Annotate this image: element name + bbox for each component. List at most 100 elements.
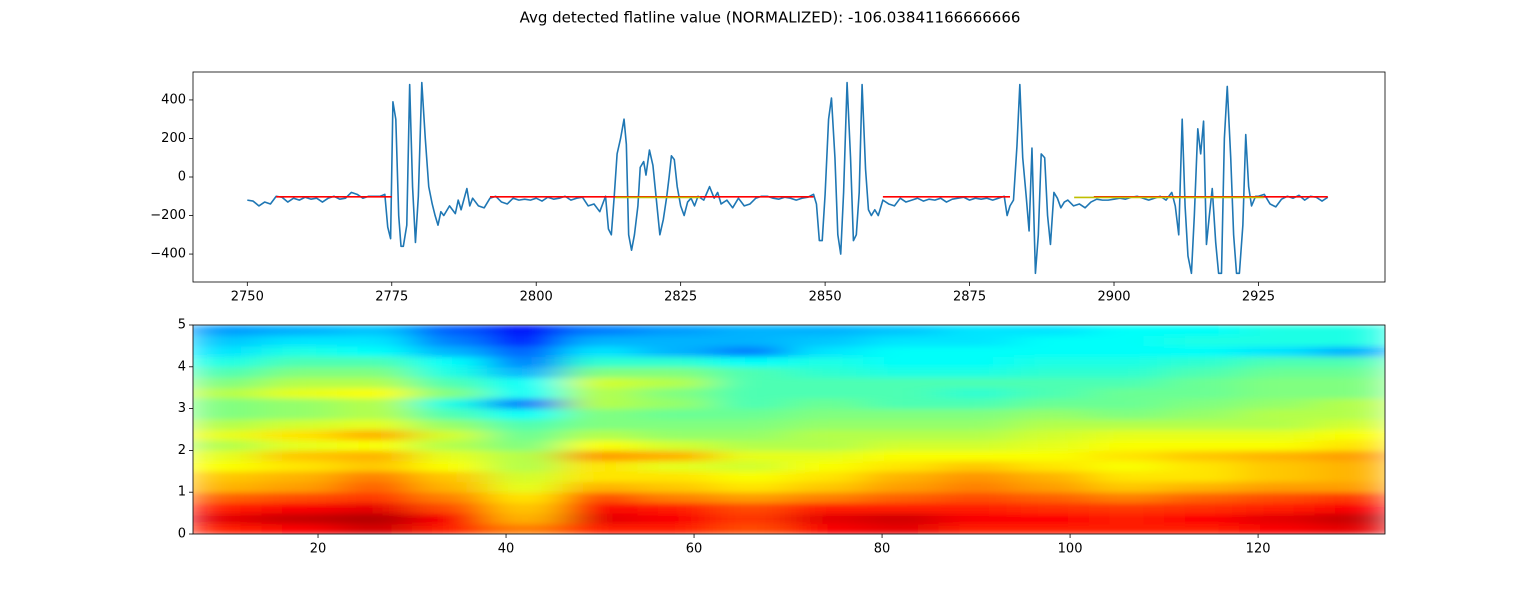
heat-cell <box>1164 325 1240 336</box>
heat-cell <box>487 523 563 534</box>
heat-cell <box>1164 345 1240 357</box>
heat-cell <box>712 513 789 525</box>
heat-cell <box>1239 377 1315 389</box>
heat-cell <box>712 502 789 514</box>
heat-cell <box>261 356 338 368</box>
heat-cell <box>712 460 789 472</box>
heat-cell <box>412 356 488 368</box>
heat-cell <box>1088 387 1165 399</box>
heat-cell <box>193 492 263 504</box>
heat-cell <box>863 335 939 347</box>
heat-cell <box>487 502 563 514</box>
heat-cell <box>712 335 789 347</box>
heat-cell <box>938 471 1015 483</box>
heat-cell <box>487 366 563 378</box>
heat-cell <box>487 408 563 420</box>
heat-cell <box>712 492 789 504</box>
y-tick-label: 3 <box>178 401 186 416</box>
heat-cell <box>261 345 338 357</box>
heat-cell <box>863 408 939 420</box>
heat-cell <box>938 419 1015 430</box>
heat-cell <box>637 325 714 336</box>
heat-cell <box>863 513 939 525</box>
heat-cell <box>1314 345 1385 357</box>
heat-cell <box>863 325 939 336</box>
heat-cell <box>412 419 488 430</box>
heat-cell <box>193 513 263 525</box>
heat-cell <box>712 408 789 420</box>
y-tick-label: 200 <box>161 131 186 146</box>
heat-cell <box>336 450 413 462</box>
heat-cell <box>487 356 563 368</box>
heat-cell <box>1314 419 1385 430</box>
heat-cell <box>412 398 488 410</box>
heat-cell <box>712 366 789 378</box>
y-tick-label: 4 <box>178 359 186 374</box>
heat-cell <box>1164 450 1240 462</box>
heat-cell <box>487 481 563 493</box>
heat-cell <box>863 450 939 462</box>
heat-cell <box>1239 325 1315 336</box>
heat-cell <box>1314 523 1385 534</box>
heat-cell <box>1314 429 1385 441</box>
heat-cell <box>336 387 413 399</box>
heat-cell <box>938 356 1015 368</box>
heat-cell <box>261 439 338 451</box>
heat-cell <box>938 460 1015 472</box>
heat-cell <box>1314 387 1385 399</box>
heat-cell <box>863 439 939 451</box>
heat-cell <box>487 387 563 399</box>
heat-cell <box>336 481 413 493</box>
heat-cell <box>938 408 1015 420</box>
heat-cell <box>487 513 563 525</box>
heat-cell <box>412 366 488 378</box>
heat-cell <box>261 387 338 399</box>
spectrogram <box>193 325 1385 534</box>
heat-cell <box>336 419 413 430</box>
x-tick-label: 100 <box>1058 542 1083 557</box>
heat-cell <box>1088 429 1165 441</box>
heat-cell <box>1013 408 1090 420</box>
heat-cell <box>412 377 488 389</box>
heat-cell <box>261 398 338 410</box>
heat-cell <box>412 471 488 483</box>
heat-cell <box>938 377 1015 389</box>
heat-cell <box>863 492 939 504</box>
heat-cell <box>412 345 488 357</box>
heat-cell <box>863 387 939 399</box>
y-tick-label: 400 <box>161 92 186 107</box>
heat-cell <box>1239 492 1315 504</box>
heat-cell <box>1013 335 1090 347</box>
heat-cell <box>1164 439 1240 451</box>
heat-cell <box>1314 513 1385 525</box>
y-tick-label: 0 <box>178 170 186 185</box>
heat-cell <box>788 325 864 336</box>
heat-cell <box>938 513 1015 525</box>
heat-cell <box>336 492 413 504</box>
heat-cell <box>1088 366 1165 378</box>
heat-cell <box>1164 429 1240 441</box>
heat-cell <box>938 502 1015 514</box>
heat-cell <box>1164 492 1240 504</box>
heat-cell <box>487 335 563 347</box>
heat-cell <box>1013 377 1090 389</box>
heat-cell <box>261 429 338 441</box>
heat-cell <box>637 387 714 399</box>
heat-cell <box>1239 523 1315 534</box>
heat-cell <box>788 345 864 357</box>
heat-cell <box>487 450 563 462</box>
heat-cell <box>1164 471 1240 483</box>
heat-cell <box>562 450 639 462</box>
heat-cell <box>938 439 1015 451</box>
heat-cell <box>562 356 639 368</box>
heat-cell <box>412 513 488 525</box>
heat-cell <box>637 481 714 493</box>
heat-cell <box>412 492 488 504</box>
heat-cell <box>487 492 563 504</box>
plot-area <box>247 81 1329 275</box>
heat-cell <box>562 366 639 378</box>
x-tick-label: 2825 <box>664 290 697 305</box>
heat-cell <box>1314 492 1385 504</box>
y-tick-label: 2 <box>178 443 186 458</box>
